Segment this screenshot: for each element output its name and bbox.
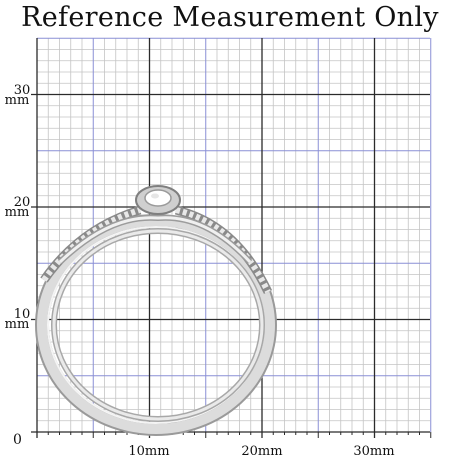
- x-label-20mm: 20mm: [241, 444, 282, 459]
- y-label-20-value: 20: [14, 195, 31, 210]
- x-label-10mm: 10mm: [128, 444, 169, 459]
- x-label-30mm: 30mm: [353, 444, 394, 459]
- y-label-30-unit: mm: [5, 93, 30, 108]
- origin-label: 0: [13, 432, 22, 448]
- y-label-10-value: 10: [14, 307, 31, 322]
- y-label-20-unit: mm: [5, 205, 30, 220]
- major-grid-lines: [31, 38, 432, 438]
- y-label-10-unit: mm: [5, 317, 30, 332]
- ring-icon: [35, 185, 277, 436]
- minor-grid-lines: [37, 38, 430, 432]
- page-title: Reference Measurement Only: [21, 2, 439, 33]
- y-label-30-value: 30: [14, 83, 31, 98]
